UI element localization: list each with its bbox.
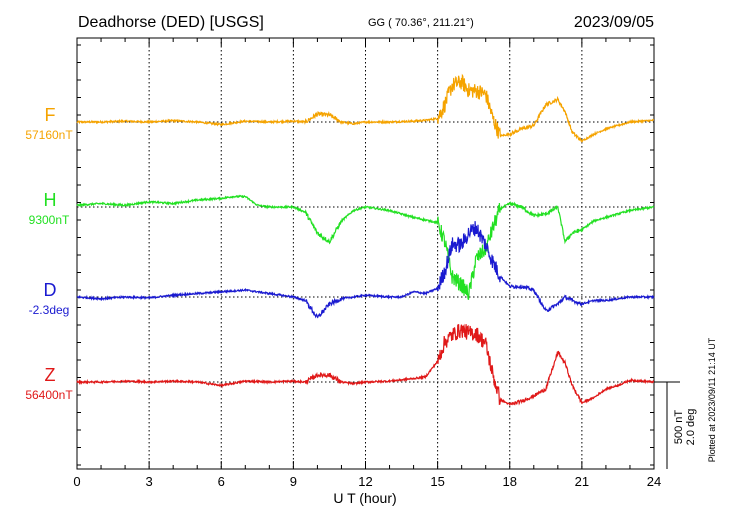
x-axis-label: U T (hour) bbox=[333, 490, 396, 506]
scale-nt-label: 500 nT bbox=[673, 410, 685, 445]
x-tick-label: 15 bbox=[430, 474, 444, 489]
x-tick-label: 3 bbox=[146, 474, 153, 489]
series-labels: F 57160nT H 9300nT D -2.3deg Z 56400nT bbox=[25, 105, 73, 402]
baseline-value-z: 56400nT bbox=[25, 388, 73, 402]
series-name-h: H bbox=[44, 190, 57, 210]
series-name-z: Z bbox=[45, 365, 56, 385]
x-tick-label: 18 bbox=[503, 474, 517, 489]
traces bbox=[76, 73, 655, 407]
x-tick-label: 6 bbox=[218, 474, 225, 489]
axis-ticks bbox=[76, 38, 655, 469]
x-tick-labels: 0 3 6 9 12 15 18 21 24 bbox=[73, 474, 661, 489]
trace-f bbox=[76, 73, 654, 143]
x-tick-label: 12 bbox=[358, 474, 372, 489]
x-tick-label: 24 bbox=[647, 474, 661, 489]
coordinates-label: GG ( 70.36°, 211.21°) bbox=[368, 17, 474, 29]
scale-deg-label: 2.0 deg bbox=[685, 409, 697, 446]
series-name-f: F bbox=[45, 105, 56, 125]
scale-bar: 500 nT 2.0 deg bbox=[654, 381, 697, 469]
trace-h bbox=[76, 194, 655, 300]
baseline-value-h: 9300nT bbox=[29, 213, 70, 227]
series-name-d: D bbox=[44, 280, 57, 300]
trace-d bbox=[76, 221, 655, 319]
x-tick-label: 21 bbox=[575, 474, 589, 489]
plotted-note: Plotted at 2023/09/11 21:14 UT bbox=[707, 337, 717, 462]
date-label: 2023/09/05 bbox=[574, 14, 654, 31]
x-tick-label: 9 bbox=[290, 474, 297, 489]
x-tick-label: 0 bbox=[73, 474, 80, 489]
trace-z bbox=[76, 323, 655, 407]
baseline-value-f: 57160nT bbox=[25, 128, 73, 142]
station-title: Deadhorse (DED) [USGS] bbox=[78, 14, 264, 31]
baseline-value-d: -2.3deg bbox=[29, 303, 70, 317]
